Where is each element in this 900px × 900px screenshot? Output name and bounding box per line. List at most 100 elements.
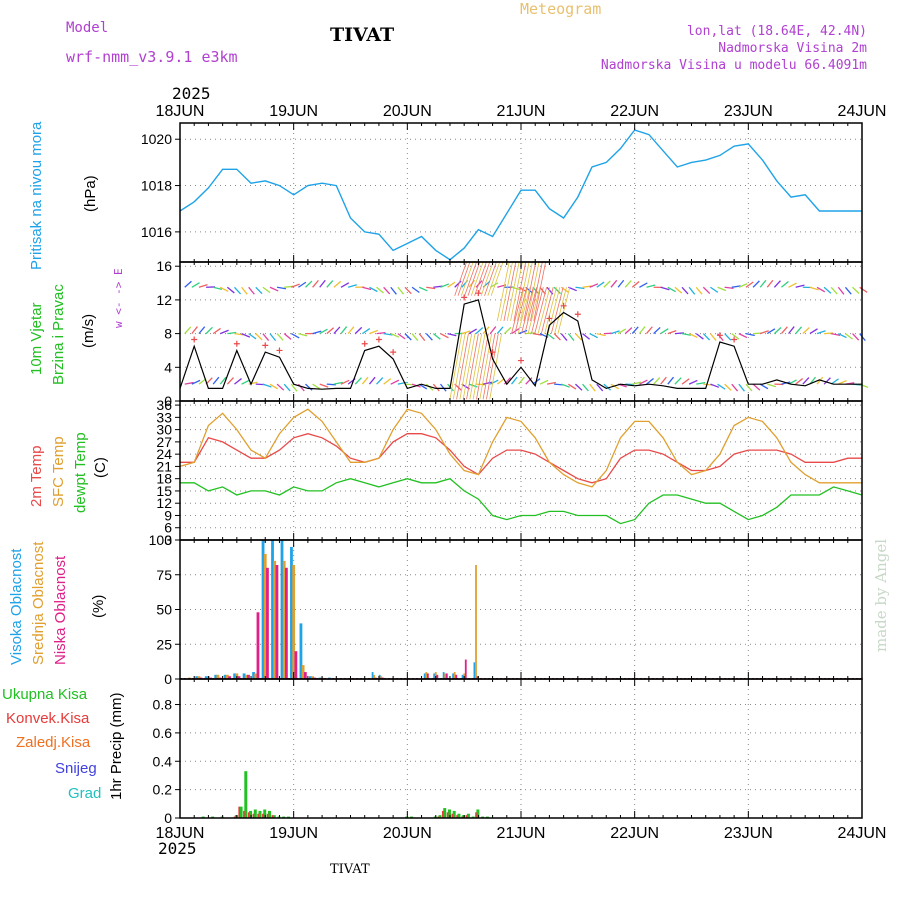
date-label-top: 19JUN [269,103,318,120]
cloud-bar [216,674,220,679]
panel-frame [179,678,863,819]
wind-barb [347,284,357,288]
wind-barb [560,333,568,341]
precip-bar [457,813,461,818]
wind-hatch [490,261,504,296]
wind-gust-marker [716,332,723,339]
wind-barb [788,326,795,335]
cloud-bar [204,676,208,679]
cloud-bar [452,673,454,679]
y-tick-label: 0.4 [153,753,173,769]
wind-barb [468,279,476,288]
cloud-bar [301,665,305,679]
wind-gust-marker [262,342,269,349]
wind-hatch [530,261,543,322]
wind-barb [525,377,533,385]
wind-hatch [479,333,493,400]
cloud-high-label: Visoka Oblacnost [8,548,25,665]
tsfc-label: SFC Temp [50,436,67,507]
wind-barb [617,279,625,288]
wind-barb [276,333,284,341]
cloud-bar [247,674,250,679]
wind-barb [326,327,335,335]
cloud-bar [453,672,456,679]
wind-barb [653,377,661,385]
wind-barb [489,326,497,335]
wind-hatch [524,287,538,334]
cloud-bar [311,676,315,679]
wind-barb [660,376,667,385]
precip-conv-bar [238,806,240,818]
wind-hatch [510,261,523,322]
cloud-bar [475,565,477,679]
wind-gust-marker [475,290,482,297]
wind-barb [290,383,298,392]
wind-barb [773,280,781,288]
y-tick-label: 4 [164,359,172,375]
y-tick-label: 1016 [141,224,172,240]
wind-barb [234,332,244,336]
wind-barb [262,333,270,341]
wind-barb [724,333,732,341]
y-tick-label: 33 [156,409,172,425]
snow-label: Snijeg [55,760,97,777]
axis-layer: 1016101810200481216369121518212427303336… [141,103,887,842]
y-tick-label: 27 [156,434,172,450]
cloud-bar [195,676,199,679]
wind-barb [283,383,291,392]
wind-barb [440,333,449,339]
temp-unit: (C) [92,457,109,478]
wind-layer [184,261,869,400]
wind-barb [213,286,223,290]
cloud-bar [271,540,274,679]
date-label-top: 24JUN [838,103,887,120]
precip-bar [249,810,253,818]
wind-hatch [482,333,496,400]
y-tick-label: 0 [164,393,172,409]
cloud-bar [464,659,467,679]
wind-hatch [470,261,484,296]
date-label-bottom: 23JUN [724,825,773,842]
cloud-bar [371,672,374,679]
wind-hatch [500,261,513,322]
y-tick-label: 1018 [141,178,172,194]
wind-barb [475,327,484,335]
elevation-label: Nadmorska Visina 2m [718,41,867,56]
cloud-bar [242,673,246,679]
wind-hatch [462,333,476,400]
wind-hatch [534,287,547,334]
wind-gust-marker [390,349,397,356]
cloud-bar [423,673,426,679]
date-label-top: 21JUN [497,103,546,120]
wind-barb [596,332,606,337]
precip-conv-bar [442,810,444,818]
wind-barb [589,283,599,288]
wind-barb [269,333,277,342]
wind-barb [226,286,235,294]
cloud-bar [223,674,227,679]
model-name: wrf-nmm_v3.9.1 e3km [66,48,238,66]
wind-gust-marker [489,349,496,356]
rain-total-label: Ukupna Kisa [2,686,88,703]
wind-barb [298,332,308,337]
wind-barb [830,286,838,295]
y-tick-label: 18 [156,471,172,487]
wind-barb [447,332,457,337]
wind-barb [695,333,704,340]
wind-barb [773,327,782,335]
wind-barb [233,286,242,295]
wind-hatch [503,261,517,322]
wind-barb [632,381,642,385]
wind-barb [220,329,229,335]
y-tick-label: 15 [156,483,172,499]
wind-barb [667,286,676,293]
date-label-top: 18JUN [156,103,205,120]
wind-barb [269,286,279,292]
wind-barb [432,333,441,340]
wind-barb [553,286,562,295]
wind-barb [219,286,229,292]
wind-barb [852,333,860,341]
cloud-bar [299,623,303,679]
wind-barb [582,383,589,392]
wind-hatch [554,287,567,334]
